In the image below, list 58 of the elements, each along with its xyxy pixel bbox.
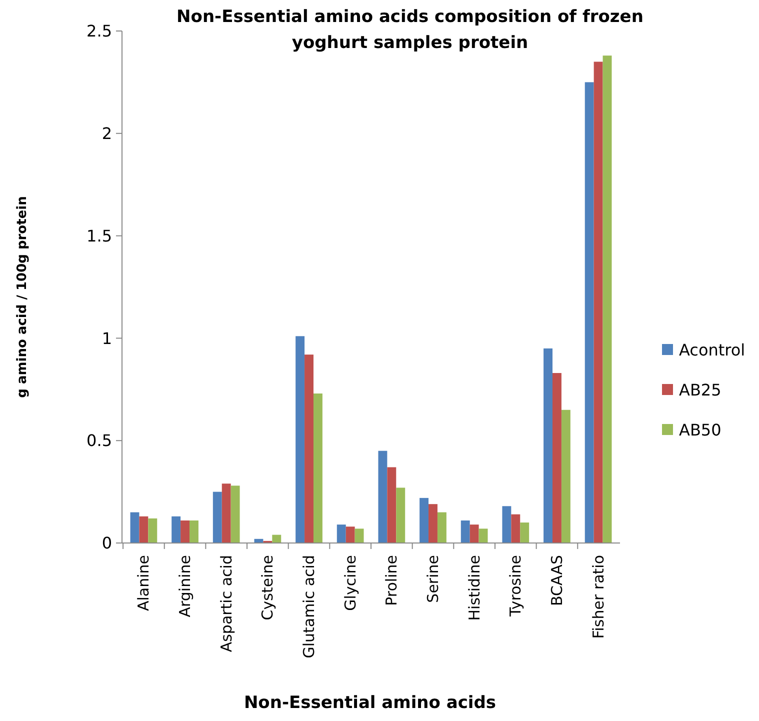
bar <box>190 520 198 543</box>
chart-title: Non-Essential amino acids composition of frozen yoghurt samples protein <box>176 7 644 53</box>
bar <box>520 522 530 543</box>
bar <box>511 514 520 543</box>
bar <box>354 528 364 543</box>
y-tick-label: 0 <box>102 534 112 553</box>
bar <box>304 354 314 543</box>
x-tick-label: Fisher ratio <box>589 555 608 639</box>
bar <box>272 534 282 543</box>
y-tick-label: 1.5 <box>86 226 112 246</box>
x-tick-label: Arginine <box>176 555 194 618</box>
legend-label: Acontrol <box>679 340 746 360</box>
bar <box>396 488 406 543</box>
legend-label: AB25 <box>679 380 722 400</box>
bar <box>502 506 512 543</box>
bar <box>561 410 570 543</box>
bar <box>180 520 190 543</box>
x-tick-label: Alanine <box>134 555 153 612</box>
bar <box>212 492 222 543</box>
bar <box>544 348 552 543</box>
bar <box>230 486 240 543</box>
bar <box>172 516 181 543</box>
x-tick-label: Tyrosine <box>506 555 525 618</box>
bar <box>602 56 612 543</box>
x-axis-title: Non-Essential amino acids <box>244 693 496 713</box>
bar <box>594 62 603 543</box>
bar <box>584 82 594 543</box>
bar <box>378 450 388 543</box>
y-axis-title: g amino acid / 100g protein <box>15 196 30 398</box>
bar <box>336 524 346 543</box>
bar <box>139 516 148 543</box>
x-tick-label: Glycine <box>341 555 360 611</box>
x-tick-label: Proline <box>382 555 401 606</box>
bar <box>470 524 479 543</box>
bar <box>460 520 470 543</box>
y-tick-label: 0.5 <box>86 431 112 450</box>
x-tick-label: Serine <box>424 555 442 603</box>
legend-label: AB50 <box>679 420 722 440</box>
y-tick-label: 1 <box>102 328 112 348</box>
x-tick-label: Glutamic acid <box>300 555 318 658</box>
bar <box>428 504 438 543</box>
y-tick-label: 2.5 <box>86 22 112 41</box>
bar <box>552 373 562 543</box>
y-tick-label: 2 <box>102 124 112 143</box>
bar <box>130 512 140 543</box>
bar <box>387 467 396 543</box>
x-tick-label: BCAAS <box>548 555 566 606</box>
bar <box>296 336 305 543</box>
bar <box>222 484 231 543</box>
bar <box>346 526 355 543</box>
x-tick-label: Histidine <box>465 555 484 621</box>
x-tick-label: Cysteine <box>258 555 277 620</box>
bar <box>437 512 446 543</box>
bar <box>148 518 158 543</box>
x-tick-label: Aspartic acid <box>217 555 236 652</box>
bar <box>313 393 322 543</box>
bar <box>478 528 488 543</box>
bar <box>420 498 429 543</box>
